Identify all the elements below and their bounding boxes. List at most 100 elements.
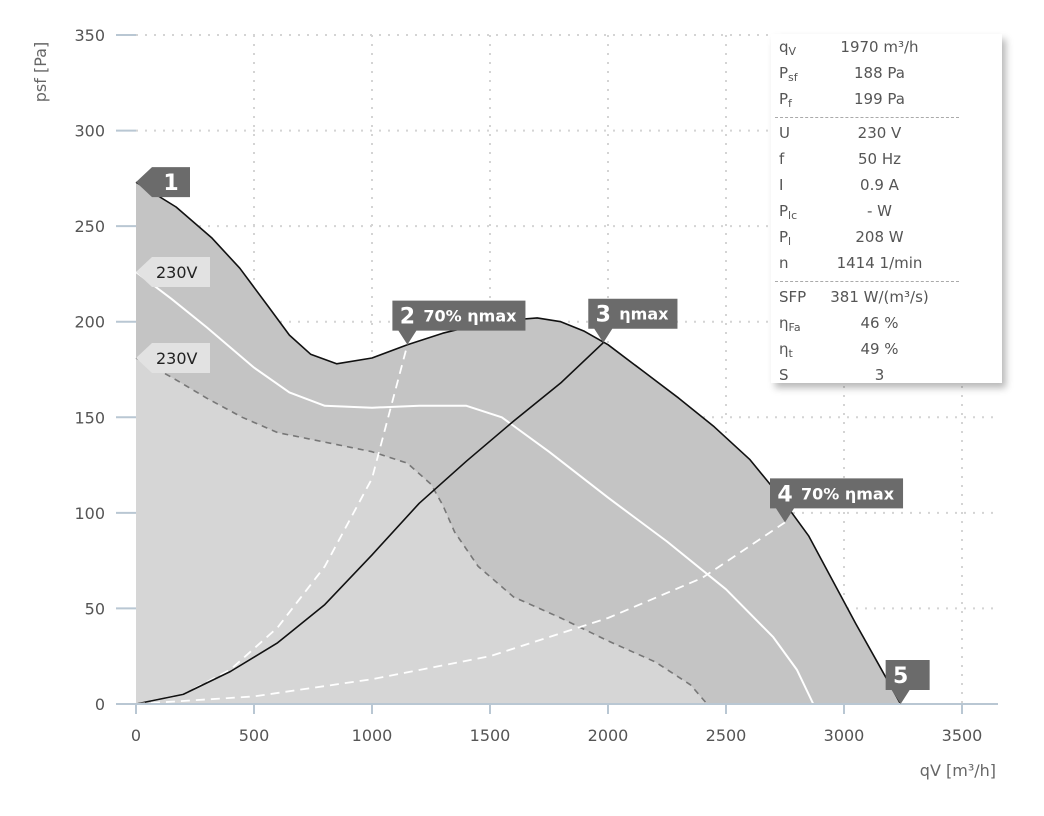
panel-key-symbol: η (779, 314, 789, 332)
panel-row-value: 208 W (855, 228, 904, 246)
marker-5: 5 (885, 660, 930, 704)
marker-text: ηmax (619, 305, 669, 324)
marker-number: 4 (777, 482, 792, 507)
x-tick-label: 0 (131, 726, 141, 745)
y-tick-label: 50 (85, 599, 105, 618)
series-curve-2 (135, 271, 815, 705)
marker-text: 70% ηmax (423, 307, 517, 326)
panel-row: Psf 188 Pa (771, 62, 1002, 86)
panel-row-value: 1414 1/min (836, 254, 923, 272)
panel-row-key: n (779, 254, 789, 272)
marker-number: 3 (596, 303, 611, 328)
series-curve-3 (135, 357, 708, 705)
panel-row: Plc - W (771, 200, 1002, 224)
curves (135, 181, 902, 705)
panel-key-subscript: Fa (788, 321, 801, 334)
panel-row: n 1414 1/min (771, 252, 1002, 276)
y-tick-label: 200 (74, 313, 105, 332)
panel-key-symbol: P (779, 64, 789, 82)
panel-row: U 230 V (771, 122, 1002, 146)
marker-tag (885, 660, 930, 704)
operating-point-panel: qV 1970 m³/h Psf 188 Pa Pf 199 Pa U 230 V f 50 Hz… (771, 34, 1002, 384)
panel-row-value: 1970 m³/h (840, 38, 919, 56)
panel-row: Pf 199 Pa (771, 88, 1002, 112)
marker-tag (392, 300, 526, 345)
panel-key-symbol: S (779, 366, 789, 384)
panel-separator (775, 117, 959, 118)
panel-row-key: f (779, 150, 784, 168)
y-axis-label: psf [Pa] (31, 42, 50, 102)
panel-row: ηFa 46 % (771, 312, 1002, 336)
panel-key-symbol: SFP (779, 288, 807, 306)
marker-number: 2 (400, 305, 415, 330)
panel-row-key: ηt (779, 340, 793, 360)
curve-label: 230V (136, 257, 210, 288)
panel-separator (775, 281, 959, 282)
panel-key-symbol: η (779, 340, 789, 358)
panel-row-value: 381 W/(m³/s) (830, 288, 929, 306)
panel-key-symbol: P (779, 202, 789, 220)
x-tick-label: 3500 (942, 726, 983, 745)
curve-label-text: 230V (156, 349, 198, 368)
marker-tag (588, 298, 678, 343)
panel-key-symbol: P (779, 90, 789, 108)
panel-row: qV 1970 m³/h (771, 36, 1002, 60)
marker-tag (770, 478, 904, 523)
x-tick-label: 3000 (824, 726, 865, 745)
y-tick-label: 0 (95, 695, 105, 714)
x-tick-label: 1500 (470, 726, 511, 745)
panel-row-value: 188 Pa (854, 64, 905, 82)
curve-label-tag (136, 257, 210, 288)
panel-row: I 0.9 A (771, 174, 1002, 198)
panel-row-key: Plc (779, 202, 797, 222)
panel-key-symbol: I (779, 176, 784, 194)
panel-row-key: I (779, 176, 783, 194)
curve-labels: 230V 230V (136, 257, 210, 374)
curve-label-tag (136, 343, 210, 374)
x-tick-label: 1000 (352, 726, 393, 745)
marker-number: 1 (163, 171, 178, 196)
curve-label-text: 230V (156, 263, 198, 282)
panel-key-symbol: q (779, 38, 789, 56)
y-tick-label: 250 (74, 217, 105, 236)
panel-row-value: 49 % (860, 340, 899, 358)
panel-key-subscript: l (788, 235, 792, 248)
panel-key-subscript: sf (788, 71, 798, 84)
panel-key-subscript: V (788, 45, 797, 58)
x-tick-label: 2000 (588, 726, 629, 745)
marker-text: 70% ηmax (801, 484, 895, 503)
panel-row-key: Pl (779, 228, 791, 248)
x-axis-label: qV [m³/h] (920, 761, 996, 780)
x-tick-label: 2500 (706, 726, 747, 745)
panel-row-key: S (779, 366, 789, 384)
panel-key-symbol: n (779, 254, 789, 272)
panel-row: ηt 49 % (771, 338, 1002, 362)
panel-key-subscript: lc (788, 209, 798, 222)
panel-row: f 50 Hz (771, 148, 1002, 172)
panel-row: Pl 208 W (771, 226, 1002, 250)
panel-row-value: 3 (874, 366, 885, 384)
x-tick-label: 500 (239, 726, 270, 745)
marker-2: 2 70% ηmax (392, 300, 526, 345)
panel-row-key: Pf (779, 90, 792, 110)
panel-key-symbol: U (779, 124, 790, 142)
curve-label: 230V (136, 343, 210, 374)
panel-row-key: U (779, 124, 790, 142)
y-tick-label: 350 (74, 26, 105, 45)
panel-key-symbol: f (779, 150, 785, 168)
panel-row-value: - W (866, 202, 892, 220)
marker-number: 5 (893, 664, 908, 689)
panel-key-subscript: t (788, 347, 793, 360)
panel-row-key: qV (779, 38, 796, 58)
markers: 1 2 70% ηmax 3 ηmax 4 70% ηmax 5 (136, 167, 930, 704)
panel-row-key: Psf (779, 64, 798, 84)
panel-key-symbol: P (779, 228, 789, 246)
panel-row-value: 50 Hz (857, 150, 901, 168)
panel-row: SFP 381 W/(m³/s) (771, 286, 1002, 310)
tick-labels: 0 500 1000 1500 2000 2500 3000 3500 0 50 100 150 200… (74, 26, 982, 745)
panel-row-value: 230 V (857, 124, 902, 142)
marker-tag (136, 167, 190, 198)
marker-1: 1 (136, 167, 190, 198)
panel-row-key: ηFa (779, 314, 801, 334)
